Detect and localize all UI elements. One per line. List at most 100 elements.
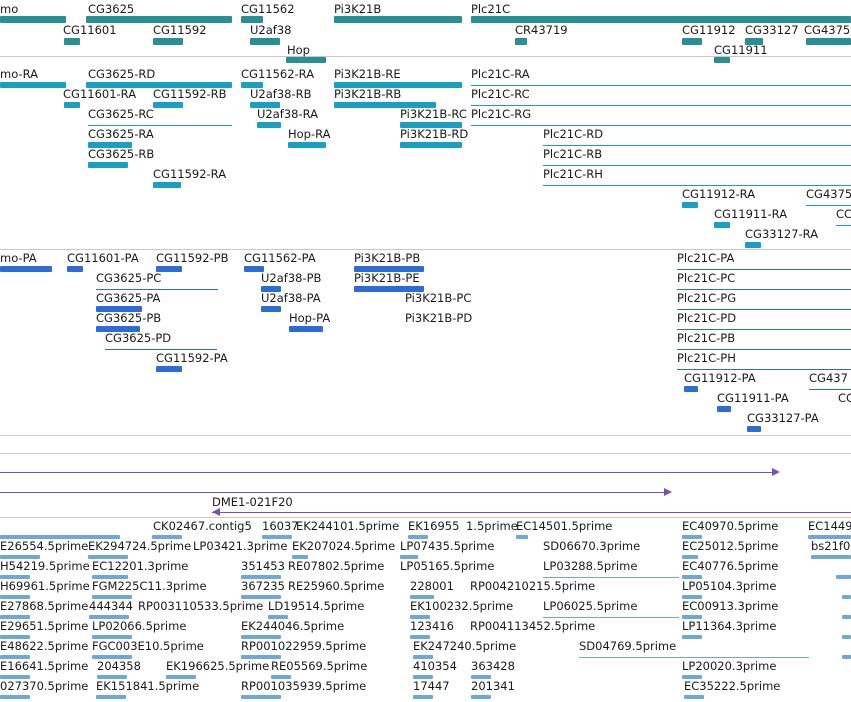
transcript-feature[interactable] <box>714 222 730 228</box>
protein-label[interactable]: Plc21C-PD <box>677 311 737 325</box>
est-feature[interactable] <box>682 675 702 679</box>
gene-label[interactable]: CG3625 <box>88 2 135 16</box>
est-label[interactable]: EC1449 <box>808 519 851 533</box>
est-feature[interactable] <box>0 615 30 619</box>
est-label[interactable]: RE07802.5prime <box>288 559 385 573</box>
est-feature[interactable] <box>413 655 433 659</box>
transcript-label[interactable]: Plc21C-RC <box>471 87 530 101</box>
est-label[interactable]: LP20020.3prime <box>682 659 777 673</box>
transcript-feature[interactable] <box>745 242 761 248</box>
est-label[interactable]: E16641.5prime <box>0 659 89 673</box>
protein-feature[interactable] <box>717 406 731 412</box>
protein-label[interactable]: CG3625-PB <box>96 311 162 325</box>
est-label[interactable]: EK207024.5prime <box>292 539 396 553</box>
protein-label[interactable]: CG11562-PA <box>244 251 316 265</box>
est-feature[interactable] <box>410 595 434 599</box>
est-feature[interactable] <box>241 655 281 659</box>
est-feature[interactable] <box>92 635 132 639</box>
transcript-label[interactable]: CG3625-RB <box>88 147 155 161</box>
protein-label[interactable]: Plc21C-PB <box>677 331 736 345</box>
transcript-label[interactable]: U2af38-RA <box>257 107 319 121</box>
transcript-label[interactable]: CG4375 <box>806 187 851 201</box>
transcript-label[interactable]: Plc21C-RG <box>471 107 532 121</box>
transcript-label[interactable]: Plc21C-RB <box>543 147 603 161</box>
transcript-feature[interactable] <box>88 162 128 168</box>
transcript-feature[interactable] <box>400 142 462 148</box>
transcript-label[interactable]: CG33127-RA <box>745 227 819 241</box>
est-label[interactable]: E48622.5prime <box>0 639 89 653</box>
protein-label[interactable]: CG437 <box>809 371 848 385</box>
transcript-label[interactable]: CG11911-RA <box>714 207 788 221</box>
est-label[interactable]: E29651.5prime <box>0 619 89 633</box>
protein-label[interactable]: CG11592-PB <box>156 251 229 265</box>
transcript-label[interactable]: Plc21C-RA <box>471 67 530 81</box>
est-feature[interactable] <box>836 575 851 579</box>
gene-feature[interactable] <box>745 38 763 45</box>
gene-feature[interactable] <box>334 16 462 23</box>
est-label[interactable]: EC35222.5prime <box>684 679 781 693</box>
est-feature[interactable] <box>842 615 851 619</box>
protein-label[interactable]: Pi3K21B-PD <box>405 311 473 325</box>
protein-feature[interactable] <box>261 286 281 292</box>
est-feature[interactable] <box>96 695 126 699</box>
gene-label[interactable]: mo <box>0 2 19 16</box>
est-label[interactable]: LD19514.5prime <box>268 599 365 613</box>
transcript-label[interactable]: Pi3K21B-RB <box>334 87 402 101</box>
protein-label[interactable]: Plc21C-PG <box>677 291 737 305</box>
protein-label[interactable]: Plc21C-PC <box>677 271 736 285</box>
gene-feature[interactable] <box>241 16 263 23</box>
transcript-feature[interactable] <box>0 82 66 88</box>
est-label[interactable]: LP02066.5prime <box>92 619 187 633</box>
est-feature[interactable] <box>682 555 698 559</box>
protein-feature[interactable] <box>0 266 52 272</box>
est-label[interactable]: 201341 <box>471 679 515 693</box>
protein-feature[interactable] <box>67 266 83 272</box>
gene-label[interactable]: CG11911 <box>714 43 768 57</box>
protein-label[interactable]: Plc21C-PA <box>677 251 735 265</box>
gene-feature[interactable] <box>682 38 702 45</box>
est-label[interactable]: EC00913.3prime <box>682 599 779 613</box>
est-feature[interactable] <box>0 595 30 599</box>
gene-feature[interactable] <box>515 38 527 45</box>
est-feature[interactable] <box>682 615 702 619</box>
est-feature[interactable] <box>0 555 40 559</box>
est-feature[interactable] <box>88 555 128 559</box>
est-feature[interactable] <box>0 575 30 579</box>
est-feature[interactable] <box>89 615 129 619</box>
est-label[interactable]: 204358 <box>97 659 141 673</box>
est-label[interactable]: LP03288.5prime <box>543 559 638 573</box>
gene-label[interactable]: Plc21C <box>471 2 511 16</box>
est-label[interactable]: 228001 <box>410 579 454 593</box>
est-feature[interactable] <box>413 695 433 699</box>
protein-label[interactable]: CG3625-PD <box>105 331 172 345</box>
est-label[interactable]: 367235 <box>241 579 285 593</box>
transcript-label[interactable]: CG11592-RB <box>153 87 227 101</box>
est-feature[interactable] <box>0 635 30 639</box>
gene-label[interactable]: CG11562 <box>241 2 295 16</box>
transcript-feature[interactable] <box>86 82 232 88</box>
gene-feature[interactable] <box>86 16 232 23</box>
est-feature[interactable] <box>516 535 528 539</box>
protein-label[interactable]: CG11601-PA <box>67 251 139 265</box>
est-label[interactable]: 444344 <box>89 599 133 613</box>
est-label[interactable]: 123416 <box>410 619 454 633</box>
est-feature[interactable] <box>410 635 430 639</box>
protein-label[interactable]: Plc21C-PH <box>677 351 736 365</box>
transcript-feature[interactable] <box>250 102 280 108</box>
est-label[interactable]: RE25960.5prime <box>288 579 385 593</box>
protein-label[interactable]: Hop-PA <box>289 311 331 325</box>
protein-feature[interactable] <box>289 326 323 332</box>
transcript-label[interactable]: CG11592-RA <box>153 167 227 181</box>
est-label[interactable]: EK151841.5prime <box>96 679 200 693</box>
est-label[interactable]: 17447 <box>413 679 450 693</box>
transcript-label[interactable]: CG11912-RA <box>682 187 756 201</box>
est-feature[interactable] <box>842 635 851 639</box>
est-feature[interactable] <box>241 575 281 579</box>
protein-feature[interactable] <box>96 306 142 312</box>
transcript-label[interactable]: CG3625-RA <box>88 127 154 141</box>
protein-feature[interactable] <box>261 306 281 312</box>
est-label[interactable]: EC12201.3prime <box>92 559 189 573</box>
est-feature[interactable] <box>811 555 851 559</box>
est-feature[interactable] <box>682 635 702 639</box>
est-label[interactable]: 16037 <box>262 519 299 533</box>
